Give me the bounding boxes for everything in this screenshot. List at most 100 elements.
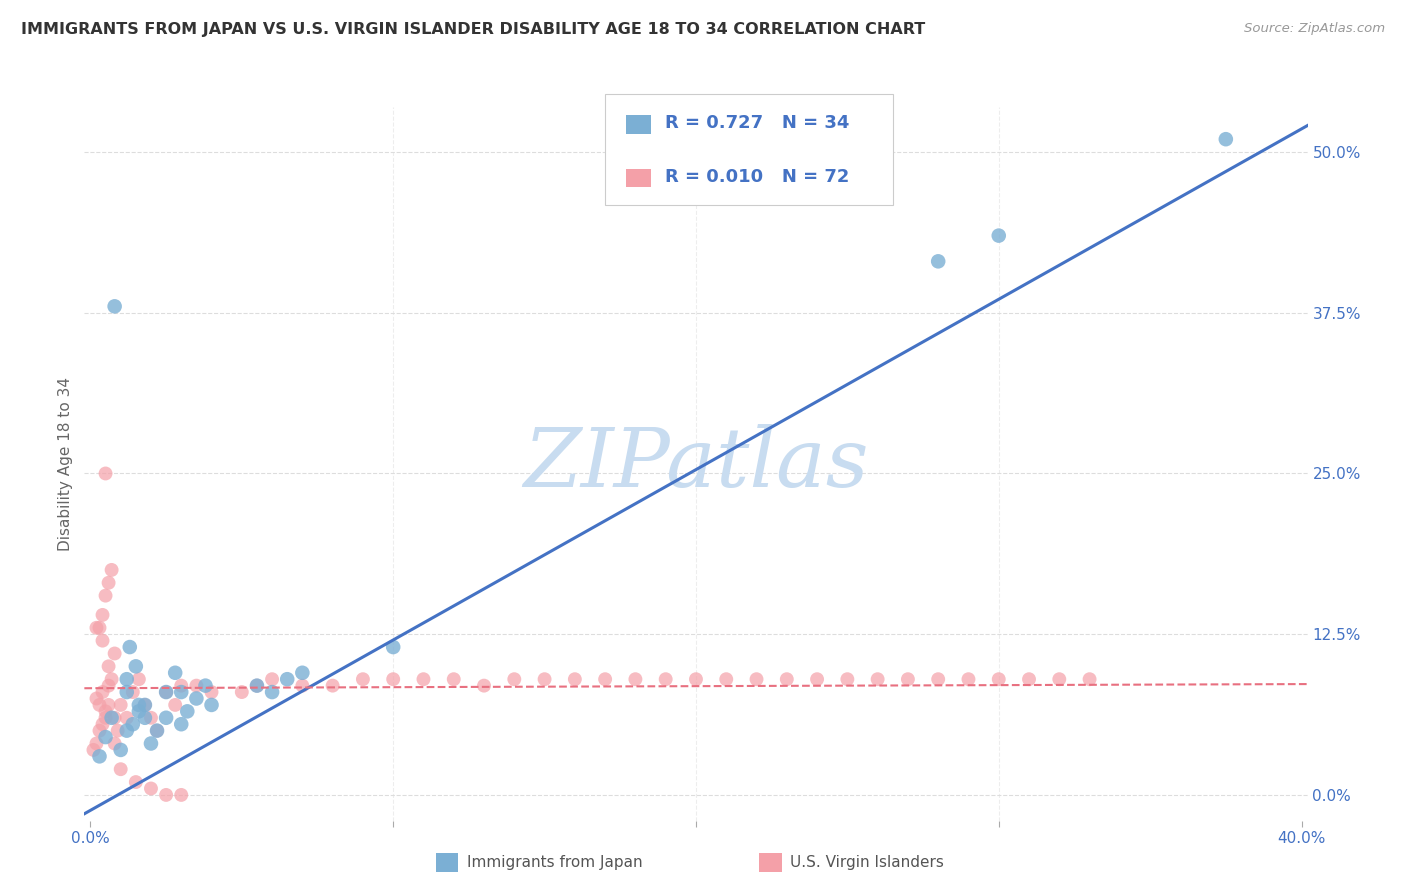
Point	[155, 788, 177, 802]
Point	[262, 685, 284, 699]
Text: R = 0.010   N = 72: R = 0.010 N = 72	[665, 168, 849, 186]
Point	[125, 775, 148, 789]
Point	[170, 685, 193, 699]
Point	[291, 665, 314, 680]
Point	[86, 621, 108, 635]
Point	[86, 691, 108, 706]
Text: Immigrants from Japan: Immigrants from Japan	[467, 855, 643, 870]
Point	[91, 633, 114, 648]
Point	[115, 711, 138, 725]
Point	[806, 672, 828, 686]
Point	[194, 679, 217, 693]
Point	[246, 679, 269, 693]
Point	[94, 711, 117, 725]
Point	[115, 672, 138, 686]
Point	[186, 679, 208, 693]
Point	[134, 711, 156, 725]
Point	[110, 698, 132, 712]
Point	[1215, 132, 1237, 146]
Point	[322, 679, 344, 693]
Point	[125, 659, 148, 673]
Point	[716, 672, 738, 686]
Point	[128, 672, 150, 686]
Point	[231, 685, 253, 699]
Point	[89, 749, 111, 764]
Text: R = 0.727   N = 34: R = 0.727 N = 34	[665, 114, 849, 132]
Point	[170, 717, 193, 731]
Text: U.S. Virgin Islanders: U.S. Virgin Islanders	[790, 855, 943, 870]
Point	[200, 685, 222, 699]
Point	[866, 672, 889, 686]
Point	[110, 743, 132, 757]
Point	[94, 730, 117, 744]
Point	[382, 672, 405, 686]
Point	[155, 711, 177, 725]
Text: IMMIGRANTS FROM JAPAN VS U.S. VIRGIN ISLANDER DISABILITY AGE 18 TO 34 CORRELATIO: IMMIGRANTS FROM JAPAN VS U.S. VIRGIN ISL…	[21, 22, 925, 37]
Point	[104, 737, 127, 751]
Point	[1078, 672, 1101, 686]
Point	[412, 672, 434, 686]
Y-axis label: Disability Age 18 to 34: Disability Age 18 to 34	[58, 376, 73, 551]
Point	[352, 672, 374, 686]
Point	[146, 723, 169, 738]
Point	[139, 781, 162, 796]
Point	[134, 698, 156, 712]
Point	[382, 640, 405, 654]
Point	[104, 711, 127, 725]
Point	[134, 698, 156, 712]
Point	[100, 563, 122, 577]
Point	[957, 672, 980, 686]
Point	[170, 788, 193, 802]
Point	[745, 672, 768, 686]
Point	[118, 640, 141, 654]
Point	[146, 723, 169, 738]
Point	[97, 659, 120, 673]
Point	[987, 228, 1010, 243]
Point	[165, 698, 187, 712]
Text: Source: ZipAtlas.com: Source: ZipAtlas.com	[1244, 22, 1385, 36]
Point	[100, 711, 122, 725]
Point	[503, 672, 526, 686]
Point	[82, 743, 104, 757]
Point	[139, 711, 162, 725]
Point	[89, 723, 111, 738]
Point	[89, 621, 111, 635]
Point	[91, 607, 114, 622]
Point	[1018, 672, 1040, 686]
Point	[94, 589, 117, 603]
Point	[654, 672, 676, 686]
Point	[121, 717, 143, 731]
Point	[472, 679, 495, 693]
Point	[89, 698, 111, 712]
Point	[246, 679, 269, 693]
Point	[200, 698, 222, 712]
Point	[176, 704, 198, 718]
Point	[165, 665, 187, 680]
Point	[155, 685, 177, 699]
Point	[128, 698, 150, 712]
Point	[593, 672, 616, 686]
Point	[107, 723, 129, 738]
Point	[91, 717, 114, 731]
Point	[100, 672, 122, 686]
Point	[837, 672, 859, 686]
Point	[91, 685, 114, 699]
Point	[624, 672, 647, 686]
Point	[115, 723, 138, 738]
Point	[685, 672, 707, 686]
Point	[897, 672, 920, 686]
Point	[443, 672, 465, 686]
Point	[170, 679, 193, 693]
Point	[104, 647, 127, 661]
Point	[186, 691, 208, 706]
Point	[104, 299, 127, 313]
Point	[110, 762, 132, 776]
Point	[97, 698, 120, 712]
Point	[97, 575, 120, 590]
Point	[97, 679, 120, 693]
Point	[86, 737, 108, 751]
Point	[533, 672, 555, 686]
Point	[115, 685, 138, 699]
Point	[139, 737, 162, 751]
Point	[121, 685, 143, 699]
